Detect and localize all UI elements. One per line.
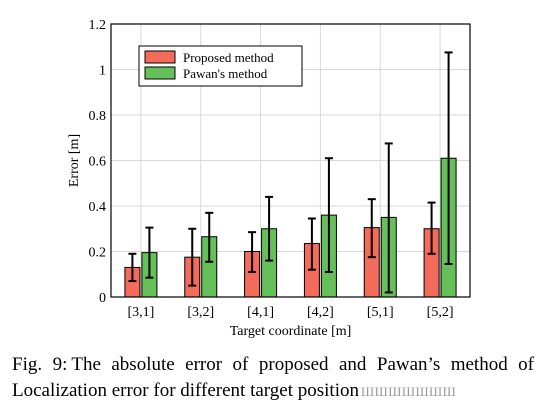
legend-label-proposed: Proposed method	[183, 50, 274, 65]
legend-swatch-proposed	[144, 50, 176, 64]
legend-label-pawan: Pawan's method	[183, 66, 268, 81]
y-tick-label: 0.2	[89, 246, 107, 261]
figure-caption: Fig. 9: The absolute error of proposed an…	[12, 352, 534, 405]
x-tick-label: [3,2]	[187, 305, 214, 320]
y-tick-label: 0.8	[89, 109, 107, 124]
error-bars	[128, 51, 453, 294]
x-tick-label: [4,1]	[247, 305, 274, 320]
caption-text: The absolute error of proposed and Pawan…	[12, 354, 534, 401]
plot-frame	[110, 23, 471, 298]
caption-label: Fig. 9:	[12, 354, 68, 375]
chart: 0 0.2 0.4 0.6 0.8 1 1.2 [3,1] [3,2] [4,1] [4,2] [5…	[67, 18, 471, 339]
y-axis-label: Error [m]	[67, 134, 82, 187]
y-tick-label: 1	[99, 64, 106, 79]
bars	[124, 157, 457, 298]
x-tick-label: [5,1]	[367, 305, 394, 320]
y-tick-label: 0.4	[89, 200, 107, 215]
x-tick-label: [5,2]	[427, 305, 454, 320]
legend-swatch-pawan	[144, 66, 176, 80]
x-tick-label: [3,1]	[128, 305, 155, 320]
x-tick-labels: [3,1] [3,2] [4,1] [4,2] [5,1] [5,2]	[128, 305, 454, 320]
caption-watermark: ШШШШШШШ	[360, 384, 457, 399]
y-tick-labels: 0 0.2 0.4 0.6 0.8 1 1.2	[89, 18, 107, 306]
y-tick-label: 1.2	[89, 18, 107, 33]
y-tick-label: 0.6	[89, 155, 107, 170]
y-tick-label: 0	[99, 291, 106, 306]
legend: Proposed method Pawan's method	[138, 45, 303, 87]
x-tick-label: [4,2]	[307, 305, 334, 320]
x-axis-label: Target coordinate [m]	[230, 324, 352, 339]
